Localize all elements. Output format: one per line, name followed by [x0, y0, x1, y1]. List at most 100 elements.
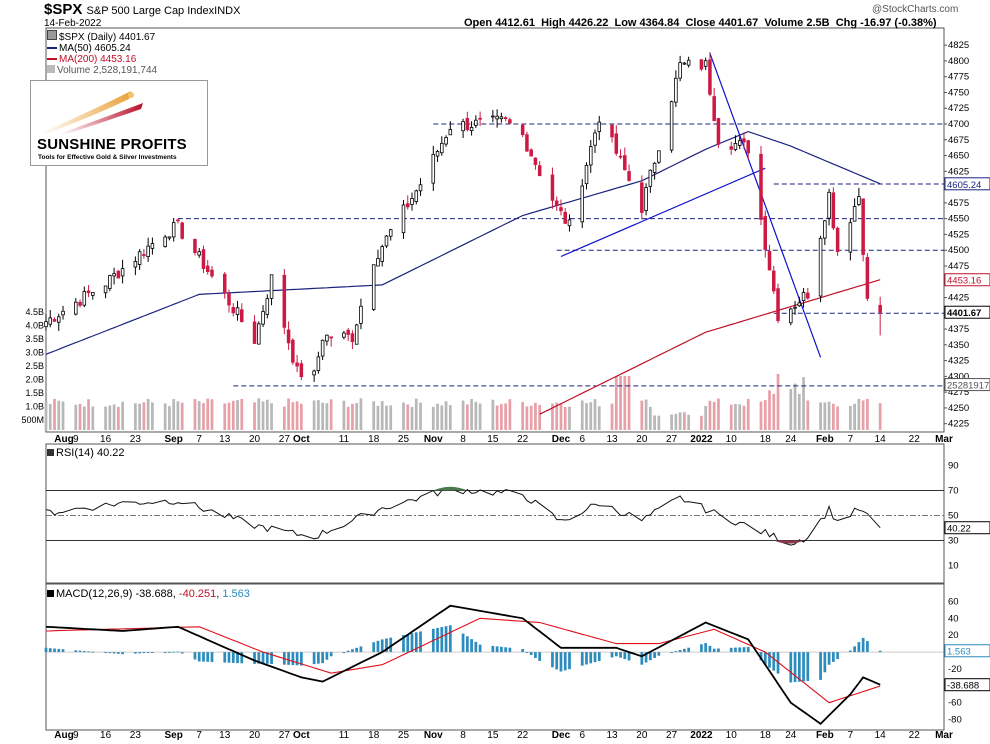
volume-bar — [551, 403, 554, 430]
x-tick-label: Dec — [552, 730, 571, 741]
volume-bar — [597, 406, 601, 430]
volume-bar — [746, 398, 750, 430]
candle-body — [823, 220, 827, 239]
volume-bar — [78, 403, 82, 430]
panel-frame — [45, 27, 945, 433]
candle-body — [759, 153, 763, 220]
macd-histogram-bar — [759, 652, 763, 661]
square-icon — [47, 449, 54, 456]
candle-body — [197, 251, 201, 256]
candle-body — [150, 243, 155, 249]
candle-body — [180, 222, 184, 239]
candle-body — [461, 121, 465, 132]
macd-histogram-bar — [206, 652, 210, 662]
volume-bar — [431, 406, 435, 430]
legend-item-volume: Volume 2,528,191,744 — [47, 65, 157, 76]
macd-histogram-bar — [376, 640, 380, 653]
macd-histogram-bar — [831, 652, 835, 662]
macd-histogram-bar — [500, 646, 503, 653]
macd-histogram-bar — [551, 652, 554, 668]
candle-body — [146, 245, 150, 257]
price-tick-label: 4650 — [948, 151, 969, 162]
macd-histogram-bar — [495, 646, 499, 653]
candle-body — [261, 311, 265, 325]
volume-bar — [819, 402, 822, 430]
candle-body — [133, 261, 138, 268]
close-value: 4401.67 — [718, 17, 759, 29]
volume-bar — [385, 405, 388, 430]
candle-body — [193, 239, 197, 253]
rsi-tick-label: 10 — [948, 561, 959, 572]
macd-histogram-bar — [112, 652, 116, 654]
trendline — [709, 53, 822, 358]
x-tick-label: 24 — [785, 730, 797, 741]
volume-bar — [180, 402, 184, 430]
macd-histogram-bar — [74, 650, 78, 653]
candle-body — [257, 323, 261, 345]
volume-bar — [414, 398, 418, 430]
macd-histogram-bar — [866, 641, 869, 653]
macd-histogram-bar — [346, 650, 350, 653]
candle-body — [533, 157, 538, 165]
volume-bar — [827, 401, 831, 430]
macd-signal-line — [45, 617, 881, 704]
volume-bar — [742, 405, 746, 430]
volume-bar — [708, 400, 712, 430]
x-tick-label: Dec — [552, 434, 571, 445]
x-tick-label: 7 — [848, 730, 854, 741]
volume-bar — [823, 402, 827, 430]
price-tick-label: 4725 — [948, 103, 969, 114]
macd-histogram-bar — [329, 652, 333, 657]
ma200-line — [539, 279, 881, 415]
macd-histogram-bar — [670, 652, 673, 654]
price-tick-label: 4325 — [948, 356, 969, 367]
volume-bar — [287, 398, 290, 430]
volume-bar — [138, 403, 141, 430]
price-tick-label: 4625 — [948, 166, 969, 177]
candle-body — [240, 309, 244, 323]
candle-body — [282, 274, 287, 328]
volume-tick-label: 4.5B — [25, 307, 44, 317]
candle-body — [610, 124, 614, 138]
high-value: 4426.22 — [568, 17, 609, 29]
macd-histogram-bar — [717, 648, 720, 653]
candle-body — [495, 115, 499, 120]
volume-value-label: 2528191744 — [947, 381, 990, 392]
macd-histogram-bar — [151, 652, 154, 654]
volume-bar — [704, 405, 708, 430]
x-tick-label: 13 — [606, 434, 618, 445]
logo-title: SUNSHINE PROFITS — [37, 136, 187, 153]
candle-body — [388, 229, 393, 237]
macd-histogram-bar — [351, 649, 354, 653]
volume-bar — [444, 401, 448, 430]
x-tick-label: Oct — [293, 434, 310, 445]
x-tick-label: 7 — [196, 434, 202, 445]
volume-bar — [712, 401, 716, 430]
volume-bar — [206, 398, 210, 430]
change-value: -16.97 (-0.38%) — [860, 17, 937, 29]
candle-body — [478, 117, 482, 120]
candle-body — [491, 115, 495, 118]
x-tick-label: 2022 — [690, 434, 713, 445]
macd-histogram-bar — [312, 652, 316, 665]
candle-body — [405, 203, 410, 208]
macd-histogram-bar — [448, 625, 452, 653]
macd-histogram-bar — [406, 634, 410, 653]
macd-histogram-bar — [470, 639, 473, 653]
rsi-tick-label: 70 — [948, 486, 959, 497]
volume-bar — [116, 406, 120, 430]
volume-value: 2.5B — [806, 17, 830, 29]
candle-body — [818, 237, 823, 297]
macd-histogram-bar — [465, 636, 469, 653]
volume-bar — [359, 398, 363, 430]
candle-body — [299, 363, 304, 378]
macd-histogram-bar — [644, 652, 648, 663]
x-tick-label: 7 — [196, 730, 202, 741]
macd-histogram-bar — [299, 652, 303, 666]
volume-bar — [82, 406, 86, 430]
volume-bar — [657, 415, 661, 430]
x-tick-label: 27 — [666, 434, 678, 445]
macd-histogram-bar — [648, 652, 652, 661]
volume-bar — [797, 394, 801, 430]
price-tick-label: 4250 — [948, 403, 969, 414]
